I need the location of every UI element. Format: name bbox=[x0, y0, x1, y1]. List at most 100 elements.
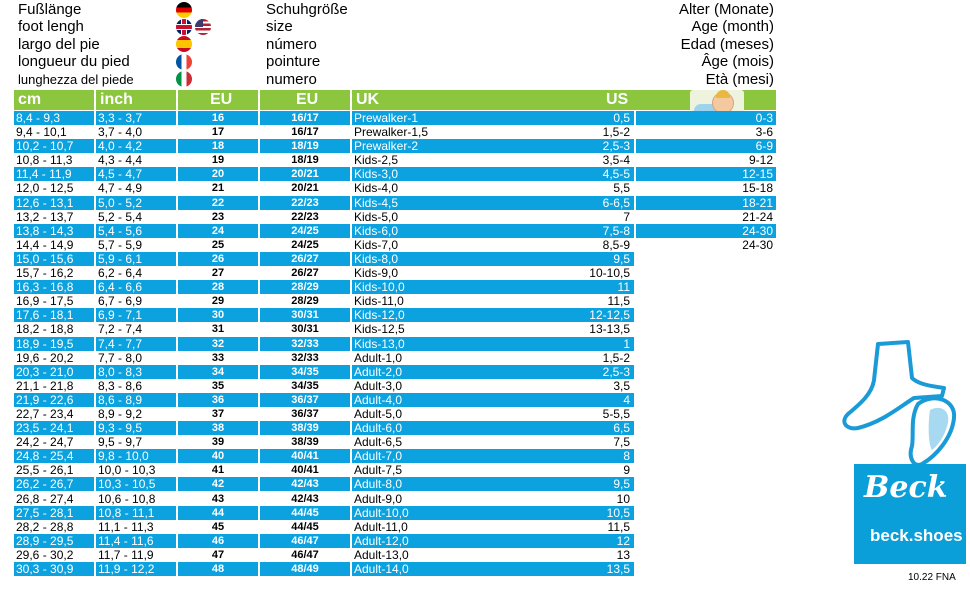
cell-cm: 18,2 - 18,8 bbox=[16, 322, 74, 337]
col-header-inch: inch bbox=[100, 91, 133, 108]
cell-eu2: 40/41 bbox=[291, 464, 319, 477]
foot-length-labels: Fußlänge foot lengh largo del pie longue… bbox=[18, 1, 168, 88]
cell-inch: 11,7 - 11,9 bbox=[98, 547, 154, 562]
cell-us: 4,5-5 bbox=[454, 167, 634, 182]
cell-uk: Adult-10,0 bbox=[352, 505, 454, 520]
table-row: 10,8 - 11,3 4,3 - 4,4 19 18/19 Kids-2,5 3,5-4… bbox=[14, 153, 776, 167]
cell-eu2: 46/47 bbox=[291, 548, 319, 561]
table-row: 28,9 - 29,5 11,4 - 11,6 46 46/47 Adult-12,0 1… bbox=[14, 533, 776, 548]
cell-uk: Adult-4,0 bbox=[352, 392, 454, 407]
cell-inch: 9,3 - 9,5 bbox=[96, 421, 176, 436]
table-row: 30,3 - 30,9 11,9 - 12,2 48 48/49 Adult-14,0 1… bbox=[14, 562, 776, 576]
cell-age bbox=[636, 562, 776, 576]
italian-flag-icon bbox=[176, 71, 192, 88]
foot-label-it: lunghezza del piede bbox=[18, 71, 134, 87]
cell-cm: 24,8 - 25,4 bbox=[14, 449, 94, 464]
cell-inch: 8,0 - 8,3 bbox=[96, 364, 176, 379]
header-divider bbox=[176, 90, 178, 110]
cell-eu2: 16/17 bbox=[260, 111, 350, 125]
cell-age: 24-30 bbox=[636, 223, 776, 238]
cell-age bbox=[636, 280, 776, 294]
table-row: 12,0 - 12,5 4,7 - 4,9 21 20/21 Kids-4,0 5,5 15… bbox=[14, 181, 776, 195]
cell-cm: 17,6 - 18,1 bbox=[14, 308, 94, 323]
age-label-fr: Âge (mois) bbox=[701, 53, 774, 71]
cell-cm: 16,3 - 16,8 bbox=[14, 280, 94, 295]
cell-cm: 11,4 - 11,9 bbox=[14, 167, 94, 182]
table-row: 18,9 - 19,5 7,4 - 7,7 32 32/33 Kids-13,0 1 bbox=[14, 336, 776, 351]
table-row: 26,8 - 27,4 10,6 - 10,8 43 42/43 Adult-9,0 10 bbox=[14, 492, 776, 506]
cell-cm: 21,9 - 22,6 bbox=[14, 392, 94, 407]
age-label-en: Age (month) bbox=[691, 18, 774, 36]
cell-eu2: 44/45 bbox=[260, 505, 350, 520]
cell-us: 9 bbox=[623, 463, 630, 478]
cell-age bbox=[636, 379, 776, 393]
cell-age bbox=[636, 407, 776, 421]
cell-us: 9,5 bbox=[454, 251, 634, 266]
cell-eu2: 36/37 bbox=[260, 392, 350, 407]
cell-us: 13-13,5 bbox=[589, 322, 630, 337]
table-row: 13,8 - 14,3 5,4 - 5,6 24 24/25 Kids-6,0 7,5-8… bbox=[14, 223, 776, 238]
cell-eu1: 31 bbox=[211, 323, 225, 336]
header-divider bbox=[350, 90, 352, 110]
age-label-es: Edad (meses) bbox=[680, 35, 774, 53]
cell-us: 4 bbox=[454, 392, 634, 407]
cell-cm: 26,8 - 27,4 bbox=[16, 491, 74, 506]
cell-inch: 6,7 - 6,9 bbox=[98, 294, 143, 309]
cell-age bbox=[636, 322, 776, 336]
cell-inch: 7,2 - 7,4 bbox=[98, 322, 143, 337]
cell-uk: Kids-5,0 bbox=[354, 209, 399, 224]
cell-eu2: 24/25 bbox=[291, 238, 319, 251]
cell-uk: Kids-8,0 bbox=[352, 251, 454, 266]
cell-age bbox=[636, 435, 776, 449]
cell-us: 7,5-8 bbox=[454, 223, 634, 238]
table-row: 11,4 - 11,9 4,5 - 4,7 20 20/21 Kids-3,0 4,5-5… bbox=[14, 167, 776, 182]
cell-eu2: 20/21 bbox=[291, 182, 319, 195]
cell-cm: 15,7 - 16,2 bbox=[16, 266, 74, 281]
cell-eu2: 44/45 bbox=[291, 520, 319, 533]
cell-age bbox=[636, 365, 776, 379]
table-row: 27,5 - 28,1 10,8 - 11,1 44 44/45 Adult-10,0 1… bbox=[14, 505, 776, 520]
cell-eu1: 38 bbox=[178, 421, 258, 436]
cell-uk: Adult-7,0 bbox=[352, 449, 454, 464]
cell-eu2: 42/43 bbox=[260, 477, 350, 492]
cell-eu2: 40/41 bbox=[260, 449, 350, 464]
cell-uk: Prewalker-2 bbox=[352, 139, 454, 154]
cell-cm: 29,6 - 30,2 bbox=[16, 547, 74, 562]
cell-inch: 9,8 - 10,0 bbox=[96, 449, 176, 464]
cell-us: 10-10,5 bbox=[589, 266, 630, 281]
cell-uk: Adult-1,0 bbox=[354, 350, 403, 365]
cell-age bbox=[636, 308, 776, 322]
cell-us: 3,5-4 bbox=[602, 153, 630, 168]
cell-inch: 5,0 - 5,2 bbox=[96, 195, 176, 210]
cell-eu2: 32/33 bbox=[291, 351, 319, 364]
cell-inch: 3,3 - 3,7 bbox=[96, 111, 176, 125]
cell-uk: Prewalker-1 bbox=[352, 111, 454, 125]
cell-uk: Adult-2,0 bbox=[352, 364, 454, 379]
cell-eu2: 22/23 bbox=[260, 195, 350, 210]
cell-age: 21-24 bbox=[742, 209, 773, 224]
col-header-eu-2: EU bbox=[296, 91, 319, 108]
cell-eu2: 20/21 bbox=[260, 167, 350, 182]
cell-eu1: 43 bbox=[211, 492, 225, 505]
cell-eu2: 26/27 bbox=[291, 267, 319, 280]
table-row: 20,3 - 21,0 8,0 - 8,3 34 34/35 Adult-2,0 2,5-… bbox=[14, 364, 776, 379]
us-flag-icon bbox=[195, 19, 211, 36]
cell-eu1: 27 bbox=[211, 267, 225, 280]
table-row: 8,4 - 9,3 3,3 - 3,7 16 16/17 Prewalker-1 0,5 0… bbox=[14, 111, 776, 125]
cell-age bbox=[636, 449, 776, 463]
cell-us: 6-6,5 bbox=[454, 195, 634, 210]
age-label-de: Alter (Monate) bbox=[678, 1, 774, 18]
cell-inch: 10,3 - 10,5 bbox=[96, 477, 176, 492]
cell-inch: 8,9 - 9,2 bbox=[98, 406, 143, 421]
cell-inch: 4,0 - 4,2 bbox=[96, 139, 176, 154]
col-header-cm: cm bbox=[18, 91, 42, 108]
cell-cm: 19,6 - 20,2 bbox=[16, 350, 74, 365]
cell-age bbox=[636, 421, 776, 435]
cell-inch: 11,1 - 11,3 bbox=[98, 519, 154, 534]
cell-cm: 25,5 - 26,1 bbox=[16, 463, 74, 478]
size-label-de: Schuhgröße bbox=[266, 1, 348, 18]
cell-inch: 3,7 - 4,0 bbox=[98, 125, 143, 140]
cell-cm: 10,2 - 10,7 bbox=[14, 139, 94, 154]
cell-eu1: 28 bbox=[178, 280, 258, 295]
cell-inch: 9,5 - 9,7 bbox=[98, 435, 143, 450]
